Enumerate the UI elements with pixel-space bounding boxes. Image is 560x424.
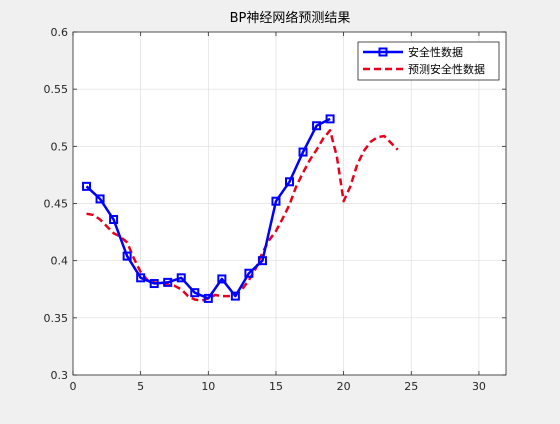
- observed-point-marker: [82, 181, 92, 191]
- legend-label-predicted: 预测安全性数据: [408, 62, 485, 76]
- observed-point-marker: [298, 147, 308, 157]
- y-tick-label: 0.6: [51, 26, 69, 39]
- x-tick-label: 10: [201, 380, 215, 393]
- legend: 安全性数据 预测安全性数据: [357, 41, 500, 81]
- x-tick-label: 5: [137, 380, 144, 393]
- observed-point-marker: [122, 251, 132, 261]
- observed-point-marker: [149, 279, 159, 289]
- legend-label-observed: 安全性数据: [408, 45, 463, 59]
- predicted-series-line: [86, 129, 399, 302]
- y-tick-label: 0.5: [51, 140, 69, 153]
- legend-marker-observed: [378, 47, 388, 57]
- observed-point-marker: [285, 177, 294, 187]
- observed-point-marker: [230, 291, 240, 301]
- y-tick-label: 0.3: [51, 369, 69, 382]
- observed-point-marker: [203, 293, 213, 303]
- observed-point-marker: [271, 196, 281, 206]
- x-tick-label: 30: [472, 380, 486, 393]
- observed-point-marker: [217, 274, 227, 284]
- observed-point-marker: [163, 277, 173, 287]
- x-tick-label: 20: [337, 380, 351, 393]
- observed-point-marker: [325, 114, 335, 124]
- observed-point-marker: [312, 121, 322, 131]
- x-tick-label: 25: [404, 380, 418, 393]
- observed-series-line: [85, 117, 331, 300]
- x-tick-label: 15: [269, 380, 283, 393]
- y-tick-label: 0.55: [44, 83, 69, 96]
- observed-point-marker: [190, 288, 200, 298]
- observed-point-marker: [109, 215, 119, 225]
- series-layer: [82, 114, 399, 303]
- observed-point-marker: [257, 256, 267, 266]
- chart-title: BP神经网络预测结果: [230, 10, 351, 26]
- observed-point-marker: [136, 273, 146, 283]
- observed-point-marker: [95, 194, 105, 204]
- observed-point-marker: [244, 268, 254, 278]
- x-tick-label: 0: [70, 380, 77, 393]
- grid-lines: [73, 32, 506, 375]
- observed-point-marker: [176, 273, 186, 283]
- y-tick-label: 0.45: [44, 198, 69, 211]
- y-tick-label: 0.35: [44, 312, 69, 325]
- axis-ticks: 0 5 10 15 20 25 30 0.3 0.35 0.4 0.45 0.5 0.55 0.6: [44, 26, 506, 393]
- y-tick-label: 0.4: [51, 255, 69, 268]
